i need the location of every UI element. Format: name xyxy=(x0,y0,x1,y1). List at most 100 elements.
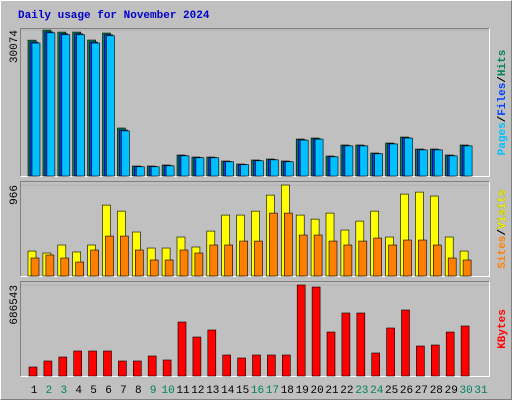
bar xyxy=(371,352,381,377)
bar xyxy=(31,42,41,177)
bar xyxy=(239,240,248,277)
bar xyxy=(419,149,428,177)
panel-border-dark xyxy=(20,181,490,277)
legend-separator: / xyxy=(497,229,509,236)
bar xyxy=(448,155,458,177)
x-tick-label: 11 xyxy=(176,385,190,397)
bar xyxy=(225,161,234,177)
panel-border-light xyxy=(20,28,490,177)
x-tick-label: 2 xyxy=(46,385,53,397)
bar xyxy=(298,234,308,277)
bar xyxy=(270,159,279,177)
bar xyxy=(344,145,354,177)
bar xyxy=(222,354,231,377)
bar xyxy=(388,244,397,277)
x-tick-label: 21 xyxy=(325,385,339,397)
bar xyxy=(432,244,442,277)
x-tick-label: 19 xyxy=(296,385,309,397)
x-tick-label: 20 xyxy=(310,385,323,397)
y-tick-label: 30074 xyxy=(9,30,21,63)
legend-entry: Sites xyxy=(497,236,509,269)
x-tick-label: 10 xyxy=(161,385,174,397)
bar xyxy=(135,249,144,277)
bar xyxy=(164,259,174,277)
bar xyxy=(311,286,321,377)
panel-border-dark xyxy=(20,281,490,377)
x-tick-label: 6 xyxy=(105,385,112,397)
bar xyxy=(237,357,246,377)
bar xyxy=(299,139,309,177)
bar xyxy=(281,354,291,377)
panel-border-dark xyxy=(20,28,490,177)
x-tick-label: 1 xyxy=(31,385,38,397)
bar xyxy=(359,145,369,177)
bar xyxy=(460,325,470,377)
bar xyxy=(192,336,202,377)
bar xyxy=(76,34,85,177)
bar xyxy=(106,35,115,177)
bar xyxy=(180,155,190,177)
x-tick-label: 17 xyxy=(266,385,279,397)
bar xyxy=(209,244,219,277)
x-tick-label: 28 xyxy=(430,385,443,397)
bar xyxy=(91,42,100,177)
bar xyxy=(105,235,114,277)
legend-entry: KBytes xyxy=(497,309,509,349)
legend-entry: Files xyxy=(497,83,509,116)
bar xyxy=(149,259,159,277)
bar xyxy=(240,164,249,177)
bar xyxy=(195,157,205,177)
legend-separator: / xyxy=(497,115,509,122)
x-tick-label: 15 xyxy=(236,385,249,397)
bar xyxy=(401,309,410,377)
bar xyxy=(418,239,427,277)
bar xyxy=(463,145,473,177)
bar xyxy=(386,327,395,377)
bar xyxy=(194,252,204,277)
bar xyxy=(121,130,130,177)
bar xyxy=(283,212,293,277)
legend-entry: Hits xyxy=(497,50,509,76)
x-tick-label: 31 xyxy=(474,385,488,397)
bar xyxy=(60,257,70,277)
bar xyxy=(61,34,71,177)
bar xyxy=(329,156,339,177)
x-tick-label: 18 xyxy=(281,385,294,397)
legend: KBytes xyxy=(497,309,509,349)
bar xyxy=(73,350,82,377)
x-tick-label: 30 xyxy=(459,385,472,397)
bar xyxy=(462,259,472,277)
legend: Sites/Visits xyxy=(497,189,509,268)
x-tick-label: 9 xyxy=(150,385,157,397)
bar xyxy=(284,161,294,177)
x-tick-label: 13 xyxy=(206,385,219,397)
bar xyxy=(433,149,443,177)
x-tick-label: 5 xyxy=(90,385,97,397)
bar xyxy=(358,240,368,277)
bar xyxy=(314,138,324,177)
bar xyxy=(165,165,175,177)
bar xyxy=(403,239,412,277)
bar xyxy=(207,329,217,377)
bar xyxy=(416,345,425,377)
legend: Pages/Files/Hits xyxy=(497,50,509,156)
x-tick-label: 25 xyxy=(385,385,398,397)
panel-border-light xyxy=(20,281,490,377)
bar xyxy=(103,350,112,377)
bar xyxy=(313,234,323,277)
bar xyxy=(88,350,97,377)
bar xyxy=(269,212,278,277)
bar xyxy=(326,331,336,377)
bar xyxy=(118,360,127,377)
bar xyxy=(75,261,84,277)
y-tick-label: 966 xyxy=(9,185,21,205)
bar xyxy=(177,321,187,377)
x-tick-label: 23 xyxy=(355,385,368,397)
bar xyxy=(224,244,233,277)
bar xyxy=(179,249,189,277)
chart-title: Daily usage for November 2024 xyxy=(18,10,210,22)
legend-entry: Visits xyxy=(497,189,509,229)
bar xyxy=(356,312,366,377)
